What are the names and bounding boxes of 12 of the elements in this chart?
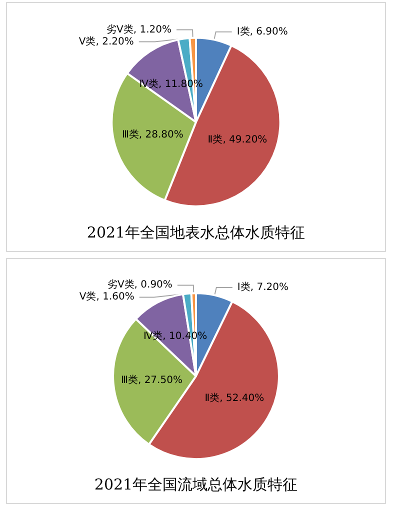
slice-label: Ⅱ类, 52.40% xyxy=(204,392,264,404)
slice-label: Ⅲ类, 28.80% xyxy=(122,128,184,140)
slice-label: Ⅴ类, 1.60% xyxy=(79,290,134,303)
slice-label: Ⅰ类, 7.20% xyxy=(237,280,288,293)
slice-label: Ⅲ类, 27.50% xyxy=(121,374,182,386)
slice-label: 劣Ⅴ类, 0.90% xyxy=(107,278,172,291)
slice-label: Ⅰ类, 6.90% xyxy=(236,25,288,38)
slice-label: 劣Ⅴ类, 1.20% xyxy=(106,23,172,36)
slice-label: Ⅴ类, 2.20% xyxy=(78,35,134,48)
slice-label: Ⅱ类, 49.20% xyxy=(208,133,268,146)
text: 2021年全国流域总体水质特征 xyxy=(94,476,298,494)
text: 2021年全国地表水总体水质特征 xyxy=(86,224,306,242)
